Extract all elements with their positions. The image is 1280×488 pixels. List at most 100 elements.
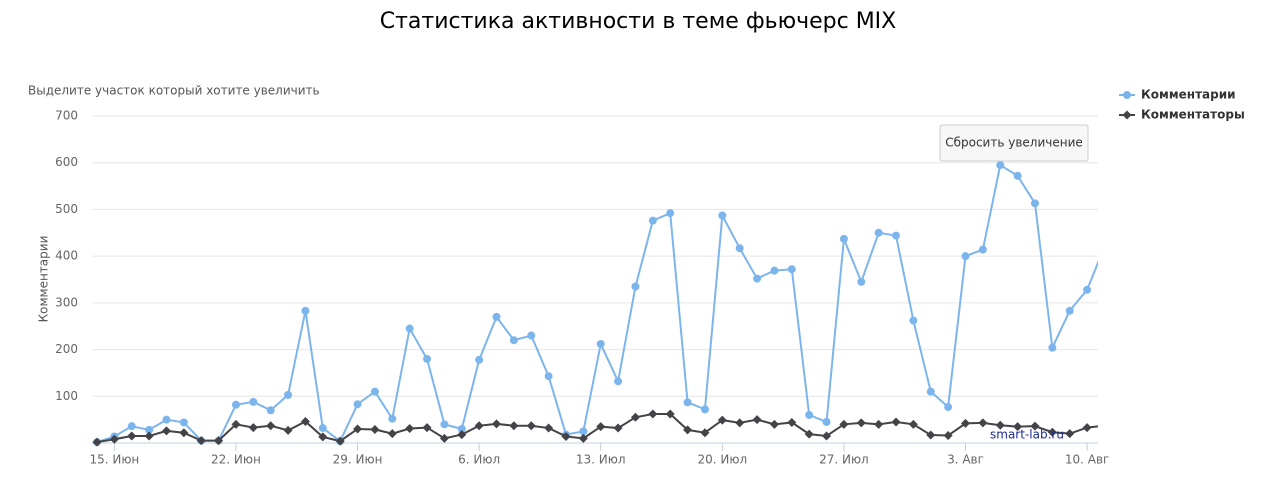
point (978, 245, 987, 254)
y-tick-label: 500 (55, 202, 78, 216)
reset-button[interactable]: Сбросить увеличение (939, 124, 1089, 162)
point (318, 424, 327, 433)
point (179, 418, 188, 427)
point (370, 387, 379, 396)
point (683, 425, 693, 435)
point (231, 400, 240, 409)
point (1030, 421, 1040, 431)
point (387, 429, 397, 439)
reset-button-box[interactable] (939, 124, 1089, 162)
point (248, 423, 258, 433)
chart-title: Статистика активности в теме фьючерс MIX (380, 9, 897, 34)
point (908, 419, 918, 429)
point (527, 331, 536, 340)
point (839, 419, 849, 429)
y-tick-label: 400 (55, 249, 78, 263)
point (822, 417, 831, 426)
point (300, 417, 310, 427)
point (474, 421, 484, 431)
x-axis: 15. Июн 22. Июн 29. Июн 6. Июл 13. Июл 20. Ию… (89, 443, 1109, 467)
point (787, 265, 796, 274)
point (492, 419, 502, 429)
point (561, 431, 571, 441)
point (405, 424, 415, 434)
point (926, 387, 935, 396)
point (1100, 243, 1108, 251)
legend-label: Комментаторы (1141, 108, 1245, 122)
point (892, 231, 901, 240)
legend: Комментарии Комментаторы (1119, 88, 1245, 122)
point (214, 436, 224, 446)
point (145, 425, 154, 434)
point (440, 420, 449, 429)
point (1013, 171, 1022, 180)
point (370, 424, 380, 434)
point (735, 244, 744, 253)
point (995, 420, 1005, 430)
y-tick-label: 600 (55, 155, 78, 169)
point (1083, 285, 1092, 294)
point (457, 424, 466, 433)
point (909, 316, 918, 325)
point (648, 409, 658, 419)
point (579, 427, 588, 436)
point (1013, 422, 1023, 432)
point (1065, 306, 1074, 315)
point (231, 419, 241, 429)
y-axis-label: Комментарии (37, 236, 51, 323)
point (284, 390, 293, 399)
point (162, 415, 171, 424)
point (196, 436, 206, 446)
point (613, 423, 623, 433)
y-tick-label: 100 (55, 389, 78, 403)
point (318, 432, 328, 442)
point (978, 418, 988, 428)
x-tick-label: 6. Июл (458, 453, 500, 467)
point (109, 434, 119, 444)
point (648, 216, 657, 225)
x-tick-label: 29. Июн (333, 453, 383, 467)
point (1048, 343, 1057, 352)
point (475, 355, 484, 364)
point (665, 409, 675, 419)
point (509, 421, 519, 431)
y-tick-label: 200 (55, 342, 78, 356)
point (127, 431, 137, 441)
point (770, 266, 779, 275)
point (614, 377, 623, 386)
point (596, 422, 606, 432)
point (943, 431, 953, 441)
point (353, 424, 363, 434)
grid: 100 200 300 400 500 600 700 (55, 109, 1098, 403)
point (700, 428, 710, 438)
point (804, 429, 814, 439)
point (700, 405, 709, 414)
point (996, 161, 1005, 170)
point (144, 431, 154, 441)
point (631, 282, 640, 291)
point (753, 274, 762, 283)
point (1122, 110, 1132, 120)
point (666, 209, 675, 218)
point (492, 312, 501, 321)
reset-button-label[interactable]: Сбросить увеличение (945, 136, 1083, 150)
point (683, 398, 692, 407)
point (735, 418, 745, 428)
point (127, 422, 136, 431)
point (717, 415, 727, 425)
point (1047, 427, 1057, 437)
series-line (96, 163, 1098, 444)
x-tick-label: 20. Июл (697, 453, 747, 467)
point (353, 400, 362, 409)
point (439, 433, 449, 443)
x-tick-label: 3. Авг (947, 453, 984, 467)
zoom-hint: Выделите участок который хотите увеличит… (28, 84, 320, 98)
point (926, 430, 936, 440)
y-tick-label: 300 (55, 295, 78, 309)
point (301, 306, 310, 315)
point (839, 234, 848, 243)
point (1065, 429, 1075, 439)
y-tick-label: 700 (55, 109, 78, 123)
x-tick-label: 15. Июн (89, 453, 139, 467)
